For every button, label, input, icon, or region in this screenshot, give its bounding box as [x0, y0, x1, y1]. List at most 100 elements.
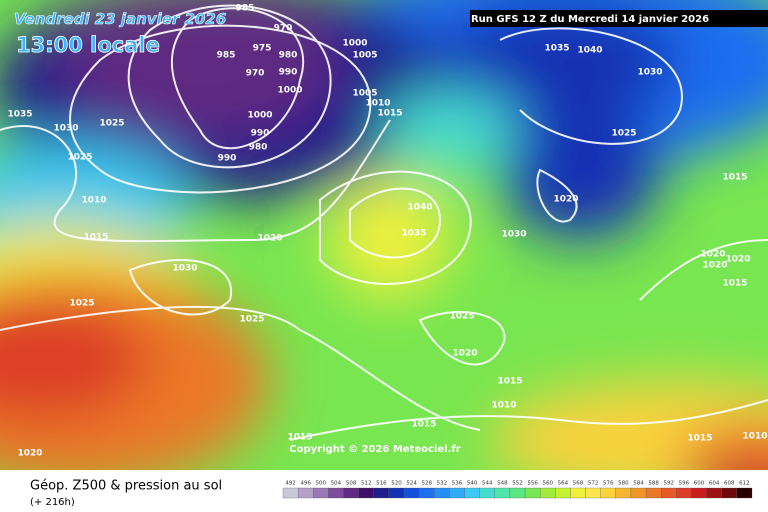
legend-swatch — [449, 487, 465, 499]
legend-swatch — [600, 487, 616, 499]
forecast-time: 13:00 locale — [16, 33, 160, 57]
legend-swatch — [494, 487, 511, 499]
isobar-label: 1030 — [53, 124, 78, 134]
legend-label: 500 — [316, 481, 327, 487]
isobar-label: 1005 — [352, 51, 377, 61]
isobar-label: 1020 — [702, 261, 727, 271]
isobar-label: 1015 — [287, 433, 312, 443]
legend-swatch — [509, 487, 526, 499]
legend-swatch — [297, 487, 314, 499]
legend-label: 508 — [346, 481, 357, 487]
legend-label: 568 — [573, 481, 584, 487]
isobar-label: 1015 — [722, 279, 747, 289]
isobar-label: 1015 — [377, 109, 402, 119]
legend-swatch — [464, 487, 480, 499]
isobar-label: 1015 — [83, 233, 108, 243]
isobar-label: 1025 — [239, 315, 264, 325]
isobar-label: 1040 — [407, 203, 432, 213]
isobar-label: 1025 — [67, 153, 92, 163]
legend-label: 564 — [558, 481, 569, 487]
legend-label: 540 — [467, 481, 478, 487]
isobar-label: 1025 — [99, 119, 124, 129]
legend-label: 600 — [694, 481, 705, 487]
legend-swatch — [328, 487, 344, 499]
legend-label: 516 — [376, 481, 387, 487]
legend-swatch — [524, 487, 541, 499]
legend-swatch — [313, 487, 329, 499]
legend-label: 580 — [618, 481, 629, 487]
legend-swatch — [691, 487, 707, 499]
legend-label: 548 — [497, 481, 508, 487]
isobar-label: 1015 — [411, 420, 436, 430]
isobar-label: 1015 — [497, 377, 522, 387]
legend-label: 592 — [664, 481, 675, 487]
legend-swatch — [736, 487, 753, 499]
isobar-label: 1035 — [7, 110, 32, 120]
isobar-label: 985 — [217, 51, 236, 61]
isobar-label: 970 — [246, 69, 265, 79]
legend-label: 520 — [391, 481, 402, 487]
legend-label: 588 — [648, 481, 659, 487]
isobar-label: 1000 — [247, 111, 272, 121]
legend-label: 496 — [300, 481, 311, 487]
legend-swatch — [388, 487, 405, 499]
legend-swatch — [358, 487, 374, 499]
legend-swatch — [343, 487, 359, 499]
forecast-date: Vendredi 23 janvier 2026 — [14, 10, 226, 28]
legend-swatch — [403, 487, 420, 499]
legend-label: 604 — [709, 481, 720, 487]
legend-swatch — [373, 487, 390, 499]
isobar-label: 1020 — [553, 195, 578, 205]
legend-label: 556 — [527, 481, 538, 487]
legend-swatch — [661, 487, 677, 499]
legend-label: 560 — [543, 481, 554, 487]
isobar-label: 990 — [218, 154, 237, 164]
legend-swatch — [434, 487, 450, 499]
legend-swatch — [555, 487, 571, 499]
isobar-label: 1015 — [722, 173, 747, 183]
isobar-label: 970 — [274, 24, 293, 34]
isobar-label: 1025 — [69, 299, 94, 309]
isobars — [0, 4, 768, 441]
legend-label: 528 — [421, 481, 432, 487]
legend-label: 492 — [285, 481, 296, 487]
isobar-label: 1015 — [687, 434, 712, 444]
isobar-label: 990 — [251, 129, 270, 139]
legend-swatch — [585, 487, 601, 499]
isobar-label: 1035 — [544, 44, 569, 54]
legend-label: 572 — [588, 481, 599, 487]
isobar-label: 1020 — [725, 255, 750, 265]
isobar-label: 1010 — [365, 99, 390, 109]
isobar-label: 1035 — [401, 229, 426, 239]
legend-label: 584 — [633, 481, 644, 487]
run-info: Run GFS 12 Z du Mercredi 14 janvier 2026 — [471, 14, 709, 25]
isobar-label: 980 — [249, 143, 268, 153]
legend-swatch — [721, 487, 738, 499]
legend-label: 504 — [331, 481, 342, 487]
isobar-label: 1020 — [17, 449, 42, 459]
isobar-label: 1020 — [452, 349, 477, 359]
legend-swatch — [282, 487, 299, 499]
legend-swatch — [676, 487, 692, 499]
legend-swatch — [479, 487, 495, 499]
legend-swatch — [570, 487, 586, 499]
legend-label: 576 — [603, 481, 614, 487]
legend-label: 524 — [406, 481, 417, 487]
legend-label: 544 — [482, 481, 493, 487]
isobar-label: 1030 — [501, 230, 526, 240]
legend-label: 608 — [724, 481, 735, 487]
isobar-label: 1025 — [449, 312, 474, 322]
legend-swatch — [630, 487, 647, 499]
isobar-label: 1020 — [257, 234, 282, 244]
legend-label: 596 — [679, 481, 690, 487]
legend-swatch — [645, 487, 662, 499]
isobar-label: 1025 — [611, 129, 636, 139]
footer-title: Géop. Z500 & pression au sol — [30, 479, 222, 494]
forecast-lead: (+ 216h) — [30, 497, 75, 508]
legend-label: 552 — [512, 481, 523, 487]
legend-label: 612 — [739, 481, 750, 487]
isobar-label: 1000 — [342, 39, 367, 49]
isobar-label: 1010 — [742, 432, 767, 442]
